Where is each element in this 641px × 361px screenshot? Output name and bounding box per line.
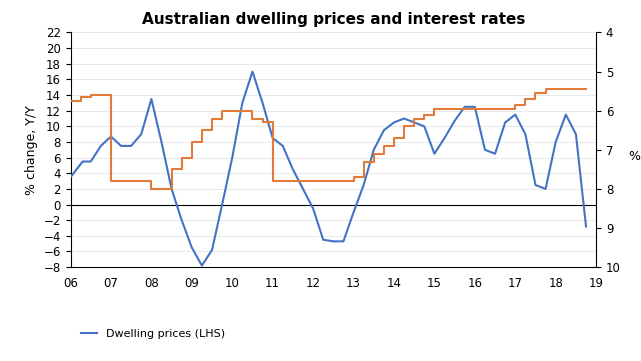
Line: Mortgage rate ('blended' investor/OOH, standard variable), advanced 6 months,: Mortgage rate ('blended' investor/OOH, s… — [71, 89, 586, 189]
Mortgage rate ('blended' investor/OOH, standard variable), advanced 6 months, — [410, 116, 418, 121]
Mortgage rate ('blended' investor/OOH, standard variable), advanced 6 months, — [319, 179, 327, 183]
Dwelling prices (LHS) — [67, 175, 74, 179]
Line: Dwelling prices (LHS): Dwelling prices (LHS) — [71, 71, 586, 266]
Dwelling prices (LHS) — [329, 239, 337, 243]
Dwelling prices (LHS) — [420, 124, 428, 129]
Dwelling prices (LHS) — [249, 69, 256, 74]
Mortgage rate ('blended' investor/OOH, standard variable), advanced 6 months, — [107, 179, 115, 183]
Mortgage rate ('blended' investor/OOH, standard variable), advanced 6 months, — [542, 87, 549, 91]
Mortgage rate ('blended' investor/OOH, standard variable), advanced 6 months, — [350, 175, 358, 179]
Y-axis label: % change, Y/Y: % change, Y/Y — [25, 105, 38, 195]
Legend: Mortgage rate ('blended' investor/OOH, standard variable), advanced 6 months,: Mortgage rate ('blended' investor/OOH, s… — [76, 360, 559, 361]
Dwelling prices (LHS) — [582, 224, 590, 229]
Title: Australian dwelling prices and interest rates: Australian dwelling prices and interest … — [142, 12, 525, 27]
Dwelling prices (LHS) — [107, 134, 115, 139]
Dwelling prices (LHS) — [198, 264, 206, 268]
Mortgage rate ('blended' investor/OOH, standard variable), advanced 6 months, — [67, 99, 74, 103]
Mortgage rate ('blended' investor/OOH, standard variable), advanced 6 months, — [259, 120, 267, 125]
Dwelling prices (LHS) — [269, 136, 276, 140]
Dwelling prices (LHS) — [400, 116, 408, 121]
Dwelling prices (LHS) — [360, 183, 367, 187]
Y-axis label: %: % — [629, 150, 640, 163]
Mortgage rate ('blended' investor/OOH, standard variable), advanced 6 months, — [390, 136, 398, 140]
Mortgage rate ('blended' investor/OOH, standard variable), advanced 6 months, — [582, 87, 590, 91]
Mortgage rate ('blended' investor/OOH, standard variable), advanced 6 months, — [147, 187, 155, 191]
